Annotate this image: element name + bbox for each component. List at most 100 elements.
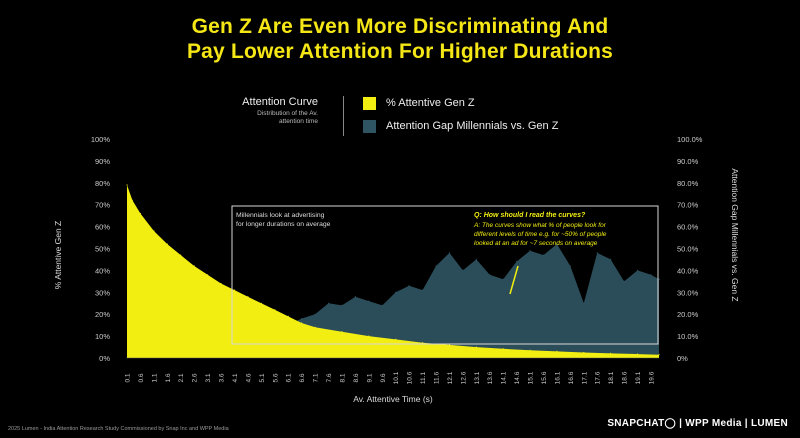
gap-point	[542, 254, 545, 256]
gap-point	[650, 274, 652, 276]
x-tick: 12.1	[447, 371, 454, 384]
y-tick-left: 10%	[95, 332, 110, 341]
gap-point	[529, 250, 531, 252]
legend-curve-subtitle-2: attention time	[278, 118, 318, 125]
x-tick: 13.1	[474, 371, 481, 384]
gap-point	[462, 269, 464, 271]
gap-point	[583, 302, 585, 304]
highlight-box	[231, 205, 659, 345]
legend-curve-title: Attention Curve	[242, 96, 318, 108]
annotation-millennials-2: for longer durations on average	[236, 221, 331, 228]
legend-label-gap: Attention Gap Millennials vs. Gen Z	[386, 120, 559, 132]
gap-point	[368, 300, 370, 302]
gap-point	[502, 278, 504, 280]
genz-point	[556, 350, 558, 352]
x-tick: 5.1	[259, 373, 266, 382]
annotation-qa-answer-3: looked at an ad for ~7 seconds on averag…	[474, 240, 598, 247]
x-tick: 7.6	[326, 373, 333, 382]
y-tick-left: 70%	[95, 201, 110, 210]
y-tick-left: 0%	[99, 354, 110, 363]
y-tick-left: 60%	[95, 223, 110, 232]
genz-point	[529, 349, 531, 351]
x-tick: 15.1	[528, 371, 535, 384]
genz-point	[610, 352, 612, 354]
gap-point	[475, 258, 477, 260]
gap-point	[569, 265, 571, 267]
chart-title: Gen Z Are Even More Discriminating And P…	[0, 14, 800, 64]
x-tick: 13.6	[487, 371, 494, 384]
gap-point	[381, 304, 383, 306]
genz-point	[153, 230, 155, 232]
gap-point	[435, 265, 437, 267]
genz-point	[220, 282, 222, 285]
y-tick-left: 50%	[95, 245, 110, 254]
genz-point	[274, 309, 276, 311]
y-tick-left: 80%	[95, 179, 110, 188]
title-line-2: Pay Lower Attention For Higher Durations	[186, 40, 614, 63]
legend-swatch-gap	[363, 120, 376, 133]
x-tick: 17.1	[581, 371, 588, 384]
y-tick-right: 30.0%	[677, 288, 699, 297]
gap-point	[408, 285, 410, 287]
genz-point	[287, 315, 289, 317]
x-tick: 6.1	[286, 373, 293, 382]
x-tick: 9.1	[366, 373, 373, 382]
genz-point	[233, 289, 236, 291]
x-tick: 9.6	[380, 373, 387, 382]
x-tick: 8.6	[353, 373, 360, 382]
title-line-1: Gen Z Are Even More Discriminating And	[191, 15, 609, 38]
gap-point	[623, 280, 625, 282]
y-tick-right: 70.0%	[677, 201, 699, 210]
x-tick: 6.6	[299, 373, 306, 382]
x-tick: 1.1	[151, 373, 158, 382]
gap-point	[341, 304, 343, 306]
x-tick: 0.1	[125, 373, 132, 382]
y-tick-right: 80.0%	[677, 179, 699, 188]
x-tick: 14.1	[501, 371, 508, 384]
legend-label-genz: % Attentive Gen Z	[386, 97, 475, 109]
genz-point	[475, 346, 477, 348]
y-tick-right: 40.0%	[677, 266, 699, 275]
x-tick: 16.1	[554, 371, 561, 384]
y-tick-right: 50.0%	[677, 245, 699, 254]
gap-point	[327, 302, 330, 304]
annotation-millennials-1: Millennials look at advertising	[236, 212, 325, 219]
x-tick: 18.6	[622, 371, 629, 384]
y-tick-right: 20.0%	[677, 310, 699, 319]
x-tick: 17.6	[595, 371, 602, 384]
gap-point	[489, 274, 491, 276]
brand-logos: SNAPCHAT◯ | WPP Media | LUMEN	[607, 418, 788, 429]
x-axis-label: Av. Attentive Time (s)	[353, 394, 433, 404]
footer-note: 2025 Lumen - India Attention Research St…	[8, 426, 229, 432]
x-tick: 11.1	[420, 372, 427, 385]
y-tick-left: 100%	[91, 135, 111, 144]
gap-point	[422, 289, 424, 291]
genz-point	[422, 342, 424, 344]
y-tick-right: 60.0%	[677, 223, 699, 232]
x-tick: 3.1	[205, 373, 212, 382]
legend-separator	[343, 96, 344, 136]
genz-point	[658, 354, 660, 356]
gap-point	[556, 243, 558, 245]
x-tick: 4.6	[245, 373, 252, 382]
genz-point	[314, 326, 316, 328]
gap-point	[516, 261, 518, 263]
x-tick: 10.1	[393, 371, 400, 384]
genz-point	[139, 212, 141, 215]
genz-point	[180, 254, 182, 256]
legend-curve-subtitle: Distribution of the Av. attention time	[238, 110, 318, 126]
y-tick-left: 90%	[95, 157, 110, 166]
genz-point	[502, 348, 504, 350]
x-tick: 4.1	[232, 373, 239, 382]
y-tick-right: 10.0%	[677, 332, 699, 341]
y-tick-right: 90.0%	[677, 157, 699, 166]
genz-point	[247, 296, 249, 298]
gap-point	[658, 278, 660, 280]
gap-point	[301, 318, 303, 320]
genz-point	[448, 344, 450, 346]
genz-point	[126, 184, 128, 186]
x-tick: 19.1	[635, 371, 642, 384]
y-tick-left: 40%	[95, 266, 110, 275]
x-tick: 2.1	[178, 373, 185, 382]
